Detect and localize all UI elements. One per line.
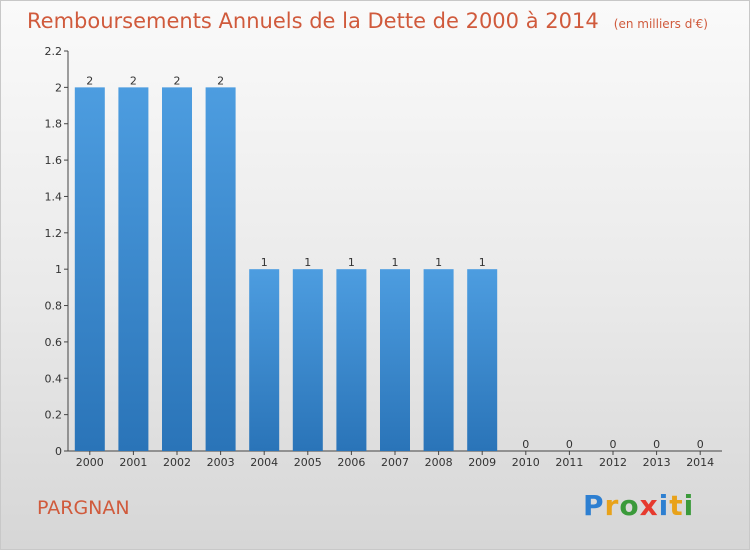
bar bbox=[118, 87, 149, 451]
bar bbox=[205, 87, 236, 451]
bar bbox=[467, 269, 498, 451]
y-tick-label: 2.2 bbox=[45, 45, 63, 58]
x-tick-label: 2012 bbox=[599, 456, 627, 469]
bar bbox=[249, 269, 280, 451]
x-tick-label: 2003 bbox=[207, 456, 235, 469]
x-tick-label: 2004 bbox=[250, 456, 278, 469]
bar-value-label: 1 bbox=[479, 256, 486, 269]
bar-value-label: 0 bbox=[522, 438, 529, 451]
y-tick-label: 0 bbox=[55, 445, 62, 458]
y-tick-label: 1.8 bbox=[45, 118, 63, 131]
bar-value-label: 0 bbox=[610, 438, 617, 451]
proxiti-logo: Proxiti bbox=[583, 489, 694, 522]
commune-name: PARGNAN bbox=[37, 497, 130, 519]
bar-value-label: 2 bbox=[130, 74, 137, 87]
y-tick-label: 1.6 bbox=[45, 154, 63, 167]
x-tick-label: 2011 bbox=[555, 456, 583, 469]
bar-value-label: 1 bbox=[261, 256, 268, 269]
y-tick-label: 1.4 bbox=[45, 190, 63, 203]
bar bbox=[162, 87, 192, 451]
bar bbox=[336, 269, 367, 451]
x-tick-label: 2008 bbox=[425, 456, 453, 469]
bar-value-label: 0 bbox=[697, 438, 704, 451]
bar bbox=[292, 269, 323, 451]
bar-value-label: 2 bbox=[217, 74, 224, 87]
y-tick-label: 0.2 bbox=[45, 409, 63, 422]
bar-value-label: 2 bbox=[174, 74, 181, 87]
bar bbox=[380, 269, 410, 451]
logo-letter: i bbox=[658, 489, 670, 522]
logo-letter: i bbox=[683, 489, 695, 522]
bar-value-label: 1 bbox=[348, 256, 355, 269]
chart-title-unit: (en milliers d'€) bbox=[613, 17, 708, 31]
logo-letter: t bbox=[669, 489, 684, 522]
bar-value-label: 1 bbox=[435, 256, 442, 269]
x-tick-label: 2014 bbox=[686, 456, 714, 469]
logo-letter: P bbox=[583, 489, 605, 522]
y-tick-label: 1.2 bbox=[45, 227, 63, 240]
bar bbox=[423, 269, 454, 451]
x-tick-label: 2000 bbox=[76, 456, 104, 469]
x-tick-label: 2006 bbox=[337, 456, 365, 469]
logo-letter: x bbox=[639, 489, 659, 522]
x-tick-label: 2013 bbox=[643, 456, 671, 469]
bar-value-label: 1 bbox=[392, 256, 399, 269]
logo-letter: r bbox=[604, 489, 620, 522]
y-tick-label: 2 bbox=[55, 81, 62, 94]
logo-letter: o bbox=[619, 489, 640, 522]
bar bbox=[74, 87, 105, 451]
bar-value-label: 0 bbox=[566, 438, 573, 451]
x-tick-label: 2010 bbox=[512, 456, 540, 469]
x-tick-label: 2002 bbox=[163, 456, 191, 469]
y-tick-label: 0.4 bbox=[45, 372, 63, 385]
chart-title-main: Remboursements Annuels de la Dette de 20… bbox=[27, 9, 599, 33]
x-tick-label: 2001 bbox=[119, 456, 147, 469]
bar-value-label: 1 bbox=[304, 256, 311, 269]
x-tick-label: 2009 bbox=[468, 456, 496, 469]
bar-value-label: 2 bbox=[86, 74, 93, 87]
y-tick-label: 0.6 bbox=[45, 336, 63, 349]
chart-title: Remboursements Annuels de la Dette de 20… bbox=[27, 9, 708, 33]
y-tick-label: 1 bbox=[55, 263, 62, 276]
bar-value-label: 0 bbox=[653, 438, 660, 451]
x-tick-label: 2005 bbox=[294, 456, 322, 469]
y-tick-label: 0.8 bbox=[45, 300, 63, 313]
x-tick-label: 2007 bbox=[381, 456, 409, 469]
